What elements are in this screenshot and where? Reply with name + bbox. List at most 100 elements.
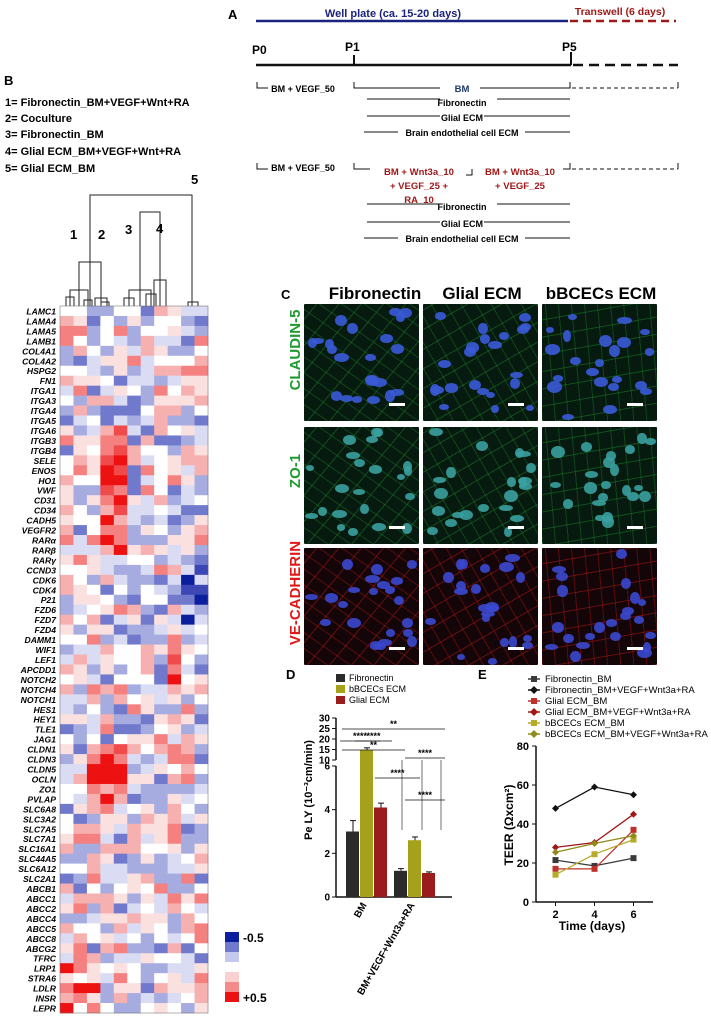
nucleus <box>605 450 616 461</box>
heatmap-cell <box>86 485 101 496</box>
heatmap-cell <box>154 803 168 815</box>
heatmap-cell <box>73 923 88 934</box>
legend-item-1: 1= Fibronectin_BM+VEGF+Wnt+RA <box>5 97 190 109</box>
heatmap-cell <box>86 455 101 466</box>
gene-label: HES1 <box>34 705 57 715</box>
heatmap-cell <box>113 823 128 835</box>
heatmap-cell <box>86 465 101 476</box>
heatmap-cell <box>73 405 88 416</box>
heatmap-cell <box>60 973 74 984</box>
heatmap-cell <box>167 415 182 426</box>
heatmap-cell <box>113 684 128 695</box>
heatmap-cell <box>140 674 155 685</box>
nucleus <box>498 331 509 340</box>
heatmap-cell <box>127 664 142 675</box>
heatmap-cell <box>86 664 101 675</box>
nucleus <box>444 383 459 393</box>
heatmap-cell <box>113 335 128 347</box>
cluster-label-4: 4 <box>156 221 164 236</box>
legend-label: bBCECs ECM_BM <box>545 718 625 729</box>
heatmap-cell <box>100 325 115 337</box>
nucleus <box>569 357 581 366</box>
heatmap-cell <box>194 495 209 506</box>
nucleus <box>608 382 620 391</box>
heatmap-cell <box>167 654 182 665</box>
nucleus <box>306 464 315 471</box>
heatmap-cell <box>181 355 195 367</box>
cluster-label-1: 1 <box>70 227 77 242</box>
heatmap-cell <box>60 306 74 317</box>
heatmap-cell <box>60 335 74 347</box>
heatmap-cell <box>113 435 128 446</box>
nucleus <box>352 396 363 403</box>
heatmap-cell <box>100 445 115 456</box>
heatmap-cell <box>60 594 74 606</box>
heatmap-cell <box>113 943 128 954</box>
heatmap-cell <box>127 325 142 337</box>
row1-coating-fibronectin: Fibronectin <box>438 98 487 108</box>
heatmap-cell <box>127 724 142 735</box>
heatmap-cell <box>140 604 155 615</box>
heatmap-cell <box>113 594 128 606</box>
nucleus <box>312 338 324 345</box>
heatmap-cell <box>181 455 195 466</box>
heatmap-cell <box>113 465 128 476</box>
nucleus <box>507 477 516 487</box>
panel-a: A Well plate (ca. 15-20 days) Transwell … <box>228 6 679 244</box>
heatmap-cell <box>60 953 74 964</box>
heatmap-cell <box>113 664 128 675</box>
heatmap-cell <box>140 325 155 337</box>
e-point <box>630 832 637 840</box>
heatmap-cell <box>113 694 128 705</box>
heatmap-cell <box>154 863 168 874</box>
heatmap-cell <box>140 943 155 954</box>
e-point <box>552 865 559 872</box>
heatmap-cell <box>194 415 209 426</box>
heatmap-cell <box>127 983 142 994</box>
heatmap-cell <box>60 365 74 377</box>
heatmap-cell <box>181 684 195 695</box>
heatmap-cell <box>100 973 115 984</box>
heatmap-cell <box>194 355 209 367</box>
legend-item-2: 2= Coculture <box>5 113 72 125</box>
heatmap-cell <box>154 853 168 864</box>
nucleus <box>458 558 468 570</box>
nucleus <box>372 377 387 387</box>
heatmap-cell <box>100 485 115 496</box>
heatmap-cell <box>140 903 155 914</box>
heatmap-cell <box>60 783 74 795</box>
heatmap-cell <box>113 993 128 1004</box>
heatmap-cell <box>127 933 142 944</box>
heatmap-cell <box>140 973 155 984</box>
heatmap-cell <box>154 783 168 795</box>
e-point <box>591 783 598 791</box>
micrograph-vecad-2 <box>423 548 538 665</box>
nucleus <box>390 344 405 354</box>
p1-label: P1 <box>345 40 360 54</box>
heatmap-cell <box>140 993 155 1004</box>
nucleus <box>346 617 362 629</box>
heatmap-cell <box>154 903 168 914</box>
heatmap-cell <box>181 714 195 725</box>
nucleus <box>479 564 490 573</box>
heatmap-cell <box>100 385 115 396</box>
heatmap-cell <box>127 674 142 685</box>
heatmap-cell <box>86 823 101 835</box>
heatmap-cell <box>140 465 155 476</box>
heatmap-cell <box>86 495 101 506</box>
scale-bar <box>508 526 524 529</box>
heatmap-cell <box>73 475 88 486</box>
d-ytick-label: 4 <box>324 805 330 816</box>
heatmap-cell <box>127 774 142 785</box>
heatmap-cell <box>73 714 88 725</box>
nucleus <box>317 506 328 517</box>
nucleus <box>374 642 387 651</box>
heatmap-cell <box>154 515 168 526</box>
d-ytick-label: 25 <box>319 724 331 735</box>
heatmap-cell <box>113 306 128 317</box>
nucleus <box>389 389 405 396</box>
heatmap-cell <box>154 714 168 725</box>
heatmap-cell <box>127 315 142 327</box>
heatmap-cell <box>73 485 88 496</box>
heatmap-cell <box>86 415 101 426</box>
